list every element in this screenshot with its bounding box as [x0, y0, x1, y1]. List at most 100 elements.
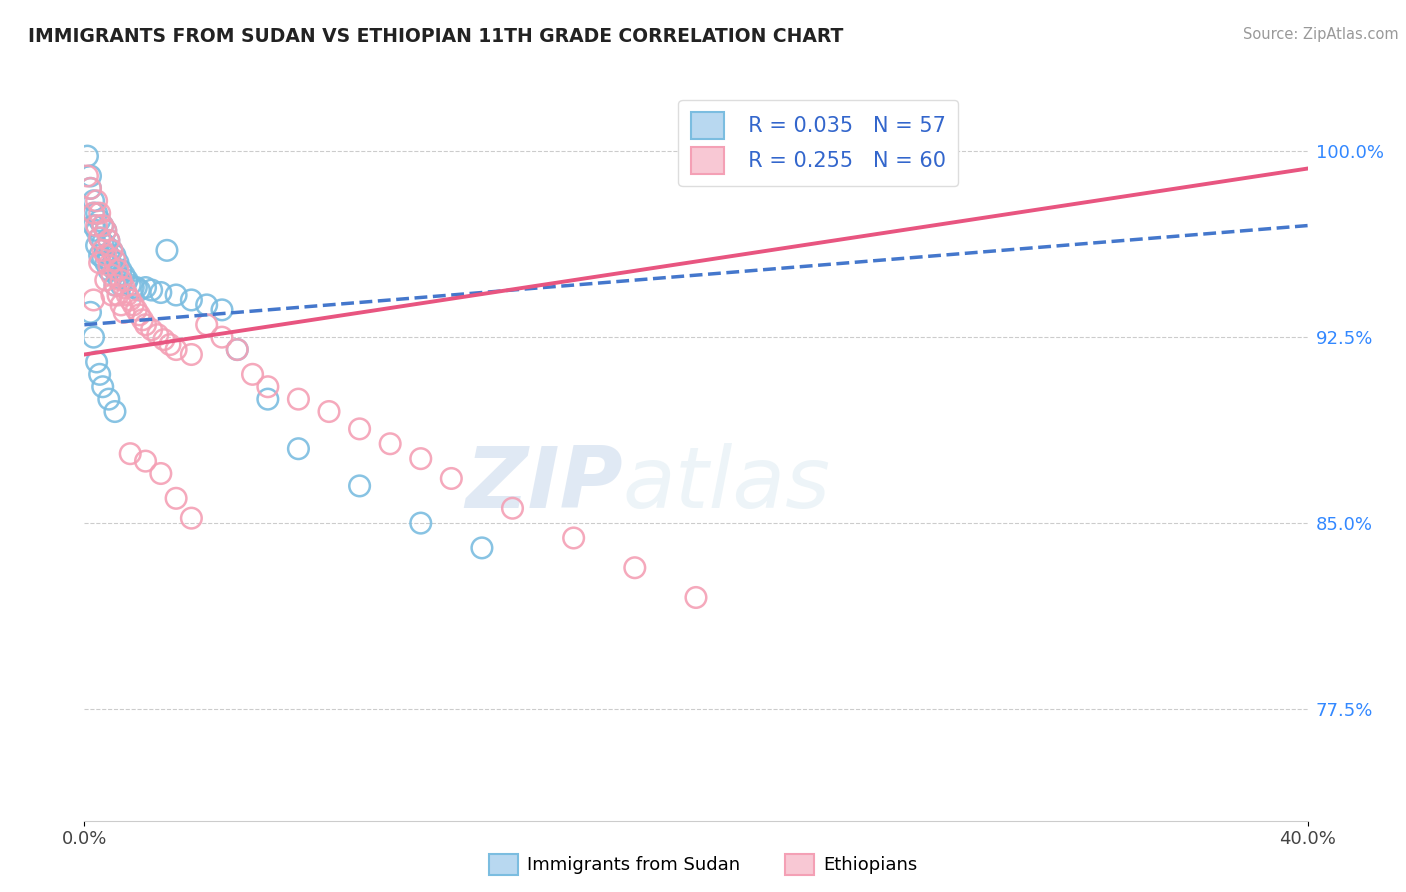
- Point: [101, 258, 124, 272]
- Point: [110, 273, 132, 287]
- Text: Source: ZipAtlas.com: Source: ZipAtlas.com: [1243, 27, 1399, 42]
- Point: [112, 268, 135, 282]
- Point: [128, 283, 150, 297]
- Point: [107, 263, 129, 277]
- Point: [101, 288, 124, 302]
- Point: [91, 251, 114, 265]
- Point: [180, 511, 202, 525]
- Point: [89, 231, 111, 245]
- Point: [110, 263, 132, 277]
- Point: [135, 280, 157, 294]
- Point: [94, 223, 117, 237]
- Point: [226, 343, 249, 357]
- Point: [97, 234, 120, 248]
- Point: [83, 219, 105, 233]
- Point: [180, 347, 202, 361]
- Point: [180, 293, 202, 307]
- Point: [165, 343, 187, 357]
- Point: [110, 278, 132, 293]
- Point: [89, 213, 111, 227]
- Point: [107, 270, 129, 285]
- Point: [86, 223, 108, 237]
- Point: [83, 206, 105, 220]
- Point: [89, 256, 111, 270]
- Point: [122, 280, 145, 294]
- Text: IMMIGRANTS FROM SUDAN VS ETHIOPIAN 11TH GRADE CORRELATION CHART: IMMIGRANTS FROM SUDAN VS ETHIOPIAN 11TH …: [28, 27, 844, 45]
- Point: [115, 273, 138, 287]
- Point: [86, 355, 108, 369]
- Point: [83, 206, 105, 220]
- Point: [104, 278, 127, 293]
- Point: [112, 280, 135, 294]
- Point: [125, 302, 148, 317]
- Point: [165, 491, 187, 506]
- Point: [135, 454, 157, 468]
- Point: [349, 422, 371, 436]
- Point: [115, 288, 138, 302]
- Point: [76, 169, 98, 183]
- Point: [257, 380, 280, 394]
- Point: [120, 278, 142, 293]
- Point: [165, 288, 187, 302]
- Point: [91, 235, 114, 250]
- Point: [104, 404, 127, 418]
- Point: [380, 436, 402, 450]
- Point: [83, 330, 105, 344]
- Point: [89, 206, 111, 220]
- Point: [287, 392, 309, 406]
- Point: [76, 149, 98, 163]
- Point: [409, 516, 432, 530]
- Point: [685, 591, 707, 605]
- Point: [195, 298, 218, 312]
- Point: [94, 256, 117, 270]
- Point: [104, 278, 127, 293]
- Point: [440, 471, 463, 485]
- Point: [502, 501, 524, 516]
- Point: [79, 169, 101, 183]
- Point: [149, 285, 172, 300]
- Point: [94, 238, 117, 252]
- Point: [101, 244, 124, 258]
- Point: [83, 194, 105, 208]
- Point: [91, 380, 114, 394]
- Point: [409, 451, 432, 466]
- Point: [141, 283, 163, 297]
- Point: [120, 447, 142, 461]
- Point: [94, 273, 117, 287]
- Point: [79, 181, 101, 195]
- Point: [104, 263, 127, 277]
- Point: [242, 368, 264, 382]
- Point: [112, 305, 135, 319]
- Point: [149, 467, 172, 481]
- Point: [104, 253, 127, 268]
- Point: [146, 327, 169, 342]
- Point: [195, 318, 218, 332]
- Point: [624, 560, 647, 574]
- Point: [349, 479, 371, 493]
- Point: [86, 219, 108, 233]
- Point: [226, 343, 249, 357]
- Legend: Immigrants from Sudan, Ethiopians: Immigrants from Sudan, Ethiopians: [482, 847, 924, 882]
- Point: [86, 194, 108, 208]
- Point: [89, 368, 111, 382]
- Point: [110, 298, 132, 312]
- Point: [91, 219, 114, 233]
- Point: [257, 392, 280, 406]
- Point: [156, 244, 179, 258]
- Point: [97, 258, 120, 272]
- Point: [107, 288, 129, 302]
- Point: [86, 206, 108, 220]
- Point: [104, 248, 127, 262]
- Point: [562, 531, 585, 545]
- Point: [287, 442, 309, 456]
- Point: [91, 219, 114, 233]
- Point: [79, 181, 101, 195]
- Point: [211, 302, 233, 317]
- Point: [91, 244, 114, 258]
- Point: [318, 404, 340, 418]
- Point: [153, 333, 176, 347]
- Point: [131, 313, 153, 327]
- Legend:   R = 0.035   N = 57,   R = 0.255   N = 60: R = 0.035 N = 57, R = 0.255 N = 60: [679, 100, 957, 186]
- Point: [159, 337, 181, 351]
- Point: [128, 308, 150, 322]
